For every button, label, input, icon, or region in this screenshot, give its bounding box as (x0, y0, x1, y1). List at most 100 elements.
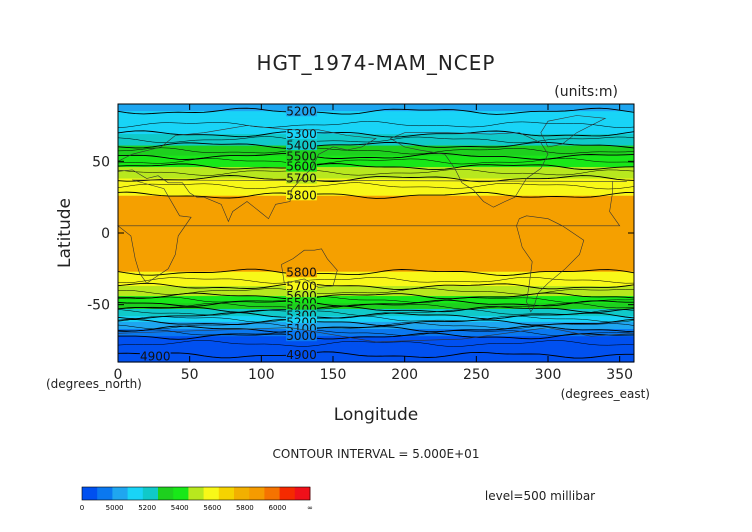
contour-line (117, 315, 635, 323)
heat-cell (118, 187, 634, 190)
heat-cell (118, 267, 634, 270)
heat-cell (118, 218, 634, 221)
contour-line (117, 130, 635, 138)
y-unit-label: (degrees_north) (46, 377, 142, 391)
y-tick-label: 0 (101, 226, 110, 242)
contour-line (118, 332, 635, 340)
heat-cell (118, 241, 634, 244)
heat-cell (118, 250, 634, 253)
contour-line (117, 268, 635, 276)
contour-line (117, 276, 635, 284)
colorbar-swatch (279, 487, 296, 500)
heat-cell (118, 273, 634, 276)
heat-cell (118, 148, 634, 151)
colorbar-swatch (218, 487, 235, 500)
colorbar-label: 5000 (106, 504, 124, 512)
contour-line (117, 340, 635, 347)
heat-cell (118, 274, 634, 277)
heat-cell (118, 167, 634, 170)
heat-cell (118, 283, 634, 286)
contour-label: 5300 (286, 127, 317, 141)
heat-cell (118, 115, 634, 118)
contour-line (117, 163, 635, 171)
colorbar-swatch (264, 487, 280, 500)
heat-cell (118, 155, 634, 158)
heat-cell (118, 217, 634, 220)
heat-cell (118, 208, 634, 211)
heat-cell (118, 306, 634, 309)
contour-label-bg (286, 348, 317, 360)
heat-cell (118, 294, 634, 297)
colorbar-label: 5600 (203, 504, 221, 512)
contour-label: 5800 (286, 265, 317, 279)
colorbar-swatch (188, 487, 204, 500)
heat-cell (118, 310, 634, 313)
heat-cell (118, 168, 634, 171)
heat-cell (118, 111, 634, 114)
heat-cell (118, 257, 634, 260)
contour-label: 5000 (286, 329, 317, 343)
heat-cell (118, 105, 634, 108)
level-text: level=500 millibar (485, 489, 595, 503)
heat-cell (118, 136, 634, 139)
heat-cell (118, 247, 634, 250)
heat-cell (118, 174, 634, 177)
contour-line (117, 309, 635, 316)
heat-cell (118, 268, 634, 271)
coastline-path (117, 327, 635, 343)
coastline-path (516, 215, 585, 313)
colorbar-swatch (127, 487, 144, 500)
heat-cell (118, 184, 634, 187)
heat-cell (118, 344, 634, 347)
heat-cell (118, 265, 634, 268)
contour-label-bg (286, 266, 317, 278)
heat-cell (118, 141, 634, 144)
heat-cell (118, 134, 634, 137)
heat-cell (118, 164, 634, 167)
heat-cell (118, 243, 634, 246)
contour-line (117, 282, 635, 290)
heat-cell (118, 311, 634, 314)
colorbar-swatch (97, 487, 113, 500)
colorbar-swatch (249, 487, 265, 500)
colorbar-swatch (234, 487, 250, 500)
contour-line (117, 302, 635, 310)
heat-cell (118, 104, 634, 107)
x-tick-label: 350 (606, 367, 633, 383)
y-tick-label: 50 (92, 154, 110, 170)
contour-line (117, 182, 635, 190)
heat-cell (118, 224, 634, 227)
heat-cell (118, 330, 634, 333)
x-tick-label: 100 (248, 367, 275, 383)
coastline-path (281, 248, 338, 288)
colorbar-frame (81, 486, 311, 501)
heat-cell (118, 138, 634, 141)
heat-cell (118, 245, 634, 248)
heat-cell (118, 161, 634, 164)
colorbar-label: 5800 (236, 504, 254, 512)
heat-cell (118, 154, 634, 157)
heat-cell (118, 230, 634, 233)
heat-cell (118, 131, 634, 134)
colorbar-swatch (112, 487, 128, 500)
contour-line (117, 157, 635, 165)
contour-label-bg (286, 290, 317, 302)
heat-cell (118, 353, 634, 356)
contour-line (117, 107, 635, 115)
heat-cell (118, 350, 634, 353)
x-axis-ticks: 0 50 100 150 200 250 300 350 (114, 104, 633, 383)
contour-label: 5400 (286, 138, 317, 152)
heat-cell (118, 324, 634, 327)
contour-label: 4900 (286, 348, 317, 362)
contour-line (117, 325, 635, 333)
heat-cell (118, 125, 634, 128)
contour-line (117, 175, 635, 183)
contour-label: 5600 (286, 160, 317, 174)
contour-line (117, 191, 635, 199)
contour-label-bg (286, 303, 317, 315)
heat-cell (118, 190, 634, 193)
contour-label: 4900 (140, 349, 171, 363)
heat-cell (118, 147, 634, 150)
colorbar-swatch (294, 487, 311, 500)
coastlines (117, 115, 635, 343)
